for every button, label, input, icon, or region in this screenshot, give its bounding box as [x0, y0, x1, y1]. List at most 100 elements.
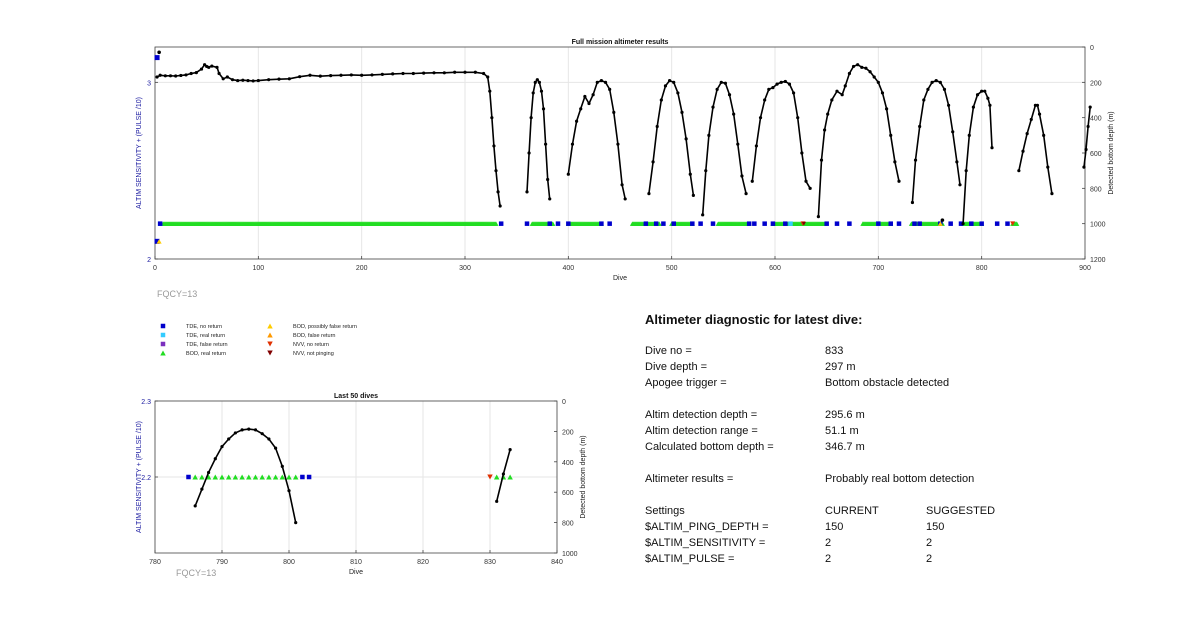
bottom-depth-point: [723, 81, 728, 85]
bod-real-return-marker: [232, 474, 239, 480]
bottom-depth-point: [704, 169, 708, 173]
tde-no-return-marker: [306, 474, 312, 480]
bottom-depth-point: [432, 71, 436, 75]
bottom-depth-point: [241, 78, 245, 82]
bod-real-return-marker: [292, 474, 299, 480]
tde-no-return-marker: [643, 221, 649, 226]
y-axis-label: ALTIM SENSITIVITY + (PULSE /10): [136, 97, 143, 209]
bottom-depth-point: [298, 75, 302, 79]
bottom-depth-point: [787, 82, 792, 86]
tde-no-return-marker: [896, 221, 902, 226]
bottom-depth-point: [1021, 149, 1025, 153]
tde-no-return-marker: [607, 221, 612, 226]
bottom-depth-point: [256, 78, 260, 83]
bottom-depth-point: [672, 80, 676, 84]
bottom-depth-line: [962, 90, 993, 224]
tde-real-return-marker: [788, 221, 793, 226]
bottom-depth-point: [155, 75, 159, 79]
bottom-depth-point: [775, 82, 779, 86]
bottom-depth-point: [179, 73, 183, 78]
diagnostic-value: 346.7 m: [825, 441, 865, 453]
nvv-no-return-marker: [487, 474, 493, 480]
bottom-depth-point: [247, 427, 251, 431]
settings-header-current: CURRENT: [825, 505, 879, 517]
legend-label: BOD, false return: [293, 333, 336, 339]
bottom-depth-point: [463, 70, 467, 74]
bottom-depth-point: [958, 183, 962, 187]
bod-real-return-marker: [493, 221, 499, 226]
bottom-depth-point: [975, 93, 980, 97]
bottom-depth-point: [620, 183, 624, 187]
bottom-depth-point: [207, 470, 211, 475]
diagnostic-label: Altimeter results =: [645, 473, 734, 485]
tde-no-return-marker: [653, 221, 659, 226]
tde-no-return-marker: [555, 221, 561, 226]
bottom-depth-point: [980, 89, 984, 93]
diagnostic-row: Dive no = 833: [645, 343, 1165, 359]
diagnostic-label: Dive no =: [645, 345, 692, 357]
nvv-no-return-marker: [1010, 221, 1016, 226]
x-tick-label: 600: [769, 265, 781, 272]
fqcy-label: FQCY=13: [157, 289, 197, 299]
bottom-depth-point: [986, 96, 990, 100]
bottom-depth-point: [546, 177, 550, 182]
tde-no-return-marker: [746, 221, 752, 226]
diagnostic-label: Dive depth =: [645, 361, 708, 373]
bottom-depth-point: [583, 94, 587, 99]
settings-row: $ALTIM_SENSITIVITY = 2 2: [645, 535, 1165, 551]
x-axis-label: Dive: [613, 275, 627, 282]
bottom-depth-point: [659, 98, 663, 102]
x-tick-label: 900: [1079, 265, 1091, 272]
bottom-depth-line: [156, 63, 501, 207]
bottom-depth-point: [587, 101, 591, 106]
bottom-depth-point: [595, 80, 599, 84]
bottom-depth-point: [496, 190, 500, 194]
diagnostic-label: Calculated bottom depth =: [645, 441, 774, 453]
altimeter-diagnostic-panel: Altimeter diagnostic for latest dive: Di…: [645, 312, 1165, 567]
bottom-depth-point: [676, 91, 680, 95]
bottom-depth-line: [194, 428, 297, 523]
x-tick-label: 700: [872, 265, 884, 272]
x-tick-label: 780: [149, 559, 161, 566]
bottom-depth-point: [174, 74, 178, 78]
bottom-depth-point: [287, 489, 291, 493]
x-tick-label: 100: [252, 265, 264, 272]
bottom-depth-point: [189, 71, 193, 76]
x-tick-label: 790: [216, 559, 228, 566]
bottom-depth-point: [488, 89, 492, 93]
settings-label: $ALTIM_PING_DEPTH =: [645, 521, 769, 533]
bottom-depth-point: [380, 72, 384, 76]
bottom-depth-point: [579, 107, 583, 111]
y2-axis-label: Detected bottom depth (m): [580, 435, 587, 518]
bottom-depth-point: [736, 142, 740, 146]
bottom-depth-point: [926, 87, 930, 91]
settings-suggested: 2: [926, 553, 933, 565]
bottom-depth-point: [688, 172, 692, 176]
legend-marker: [267, 323, 273, 329]
x-tick-label: 820: [417, 559, 429, 566]
bottom-depth-point: [391, 72, 395, 76]
bottom-depth-point: [498, 204, 502, 208]
bottom-depth-point: [880, 91, 885, 95]
bottom-depth-point: [771, 86, 775, 90]
settings-header-row: Settings CURRENT SUGGESTED: [645, 503, 1165, 519]
tde-no-return-marker: [762, 221, 767, 226]
settings-header-suggested: SUGGESTED: [926, 505, 996, 517]
bottom-depth-point: [537, 80, 542, 84]
bottom-depth-point: [411, 71, 415, 76]
bottom-depth-point: [221, 77, 225, 81]
bottom-depth-point: [816, 215, 821, 219]
bottom-depth-point: [349, 73, 353, 77]
diagnostic-row: Apogee trigger = Bottom obstacle detected: [645, 375, 1165, 391]
bottom-depth-line: [817, 63, 900, 217]
bottom-depth-point: [339, 73, 343, 77]
bottom-depth-point: [473, 70, 477, 74]
bottom-depth-point: [494, 169, 498, 173]
bottom-depth-point: [732, 112, 736, 116]
chart-title: Full mission altimeter results: [572, 39, 669, 46]
y2-tick-label: 1000: [562, 551, 578, 558]
bottom-depth-point: [750, 179, 754, 183]
bod-real-return-marker: [266, 474, 272, 480]
tde-no-return-marker: [847, 221, 852, 226]
bottom-depth-point: [876, 80, 880, 84]
